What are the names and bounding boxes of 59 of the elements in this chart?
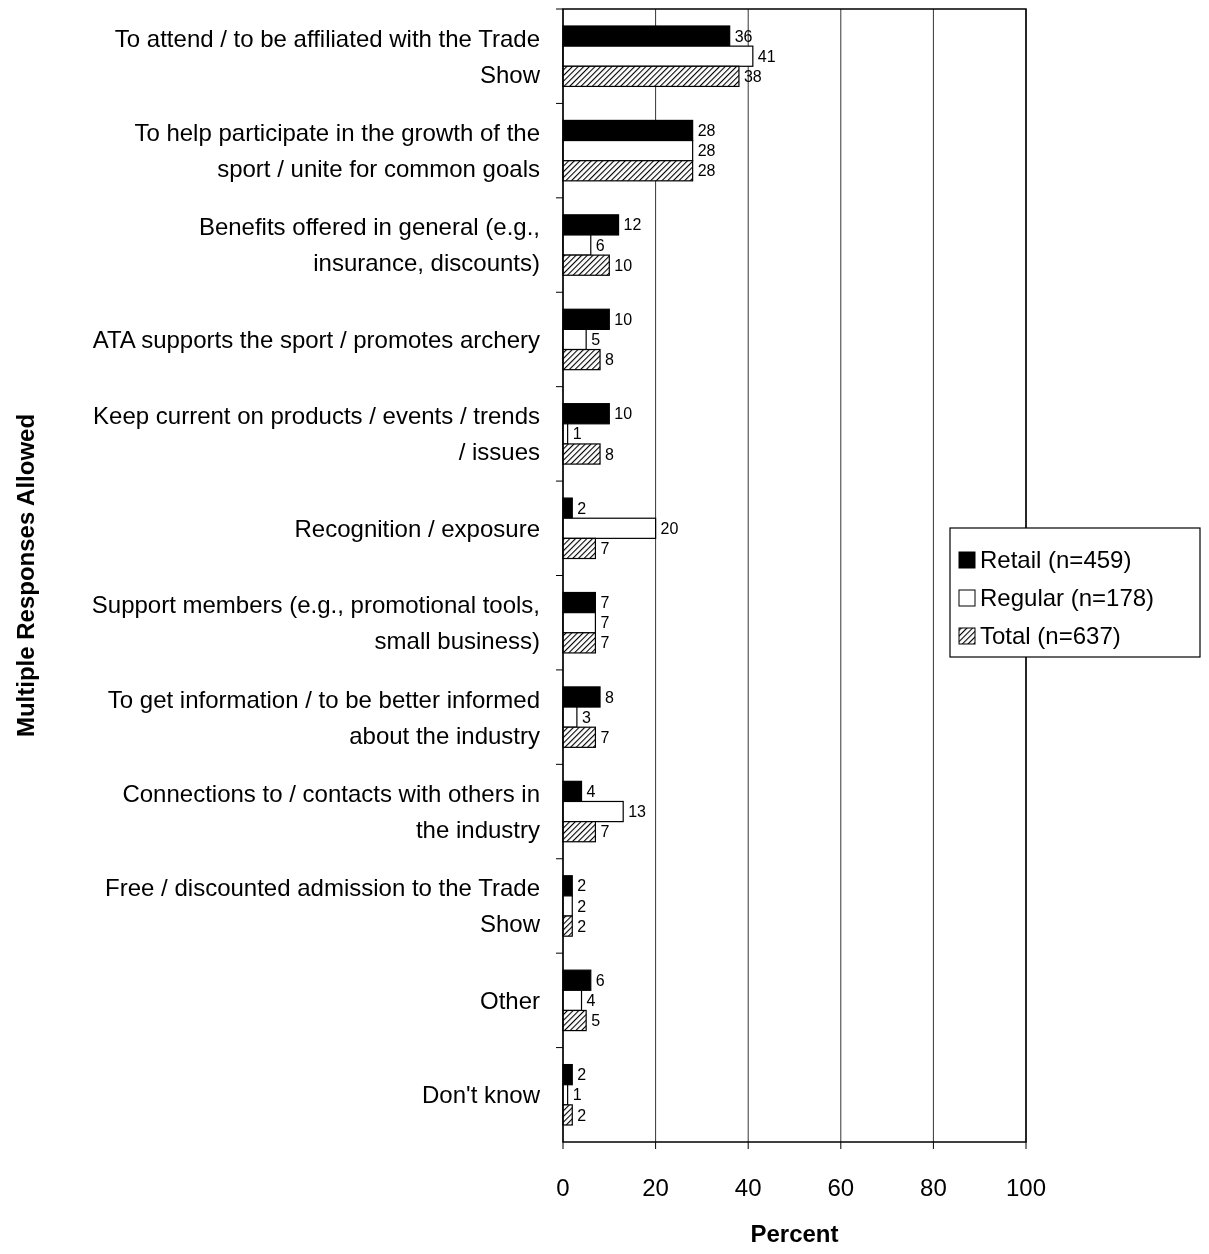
- x-tick-label: 20: [642, 1174, 669, 1201]
- data-label: 28: [697, 162, 716, 180]
- data-label: 8: [605, 688, 615, 706]
- y-tick-label: Support members (e.g., promotional tools, small business): [91, 591, 540, 655]
- data-label: 10: [614, 256, 633, 274]
- data-label: 1: [572, 1086, 582, 1104]
- y-tick-label: To help participate in the growth of the sport / unite for common goals: [134, 119, 540, 183]
- y-tick-label: Recognition / exposure: [294, 514, 540, 542]
- data-label: 2: [577, 877, 587, 895]
- data-label: 5: [591, 1012, 601, 1030]
- data-label: 38: [743, 67, 762, 85]
- data-label: 4: [586, 783, 596, 800]
- data-label: 7: [600, 823, 610, 841]
- legend-label: Regular (n=178): [980, 584, 1155, 612]
- data-label: 1: [572, 425, 582, 443]
- legend-label: Retail (n=459): [980, 546, 1132, 574]
- data-label: 2: [577, 1066, 587, 1084]
- x-tick-label: 40: [734, 1174, 762, 1201]
- data-label: 12: [623, 216, 642, 234]
- y-tick-label: Connections to / contacts with others in the industry: [122, 779, 540, 843]
- data-label: 36: [734, 27, 753, 45]
- data-label: 41: [757, 47, 776, 65]
- data-label: 2: [577, 499, 587, 517]
- data-label: 7: [600, 594, 610, 612]
- y-tick-label: Don't know: [422, 1081, 541, 1109]
- y-tick-label: Keep current on products / events / trends / issues: [93, 402, 540, 466]
- data-label: 7: [600, 728, 610, 746]
- data-label: 28: [697, 142, 716, 160]
- y-tick-label: Free / discounted admission to the Trade Show: [105, 874, 541, 938]
- data-label: 2: [577, 917, 587, 935]
- data-label: 8: [605, 351, 615, 369]
- data-label: 7: [600, 540, 610, 558]
- data-label: 7: [600, 614, 610, 632]
- data-label: 4: [586, 991, 596, 1009]
- data-label: 6: [595, 236, 605, 254]
- data-label: 8: [605, 445, 615, 463]
- data-label: 28: [697, 122, 716, 140]
- data-label: 13: [628, 803, 647, 821]
- data-label: 7: [600, 634, 610, 652]
- data-label: 5: [591, 331, 601, 349]
- data-label: 10: [614, 405, 633, 423]
- x-axis-title: Percent: [750, 1220, 839, 1247]
- x-tick-label: 100: [1005, 1174, 1047, 1201]
- data-label: 6: [595, 971, 605, 989]
- x-tick-label: 60: [827, 1174, 855, 1201]
- y-tick-label: Benefits offered in general (e.g., insurance, discounts): [198, 213, 540, 277]
- data-label: 2: [577, 1106, 587, 1124]
- data-label: 3: [581, 708, 591, 726]
- data-label: 20: [660, 519, 679, 537]
- y-tick-label: To attend / to be affiliated with the Trade Show: [114, 24, 541, 88]
- x-tick-label: 80: [920, 1174, 947, 1201]
- data-label: 2: [577, 897, 587, 915]
- data-label: 10: [614, 310, 633, 328]
- y-axis-title: Multiple Responses Allowed: [12, 413, 40, 738]
- legend-label: Total (n=637): [980, 622, 1121, 650]
- x-tick-label: 0: [556, 1174, 570, 1201]
- y-tick-label: ATA supports the sport / promotes archery: [92, 325, 540, 353]
- y-tick-label: Other: [479, 986, 540, 1014]
- y-tick-label: To get information / to be better informed about the industry: [107, 685, 540, 749]
